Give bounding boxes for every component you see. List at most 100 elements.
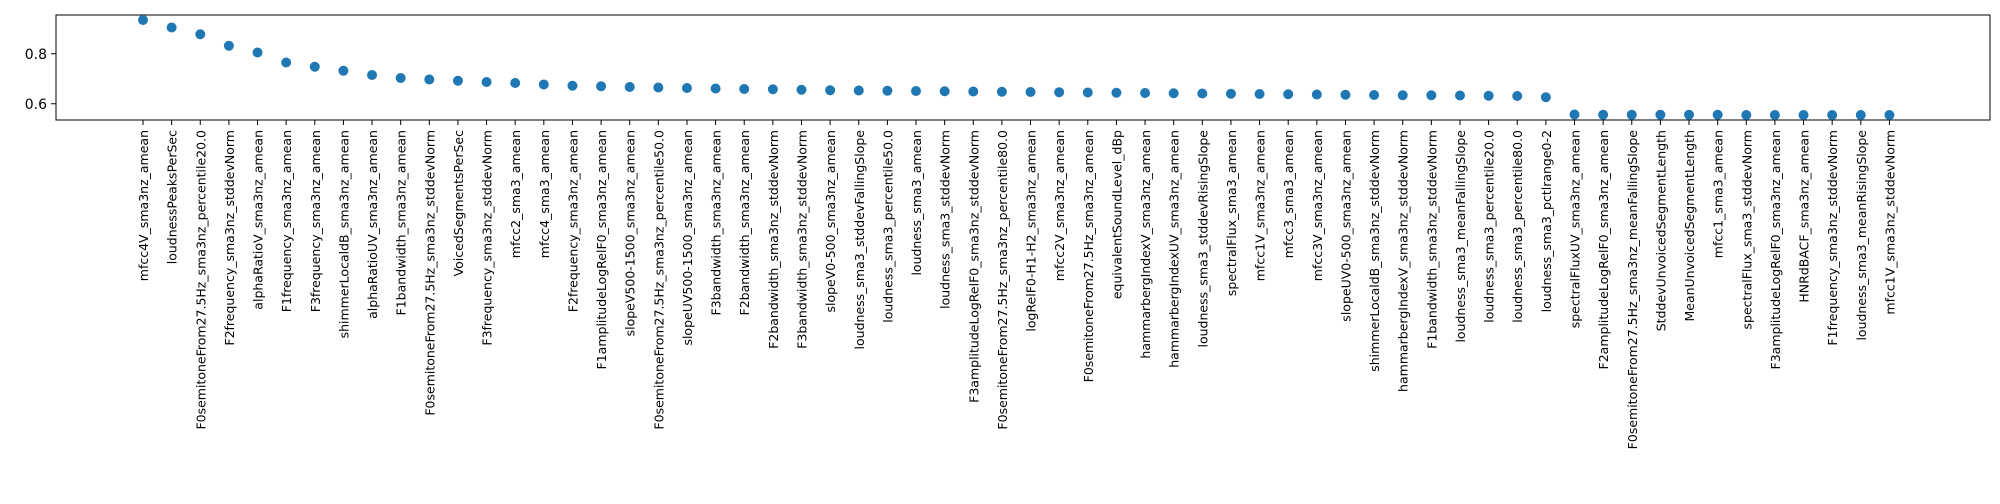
x-tick-label: mfcc3_sma3_amean <box>1281 130 1296 258</box>
data-point <box>367 70 378 80</box>
x-tick-label: alphaRatioV_sma3nz_amean <box>251 130 266 310</box>
data-point <box>1684 109 1695 120</box>
data-point <box>710 83 721 94</box>
data-point <box>1540 92 1551 103</box>
x-tick-label: mfcc3V_sma3nz_amean <box>1310 130 1325 281</box>
data-point <box>968 86 979 97</box>
data-point <box>1369 90 1380 100</box>
x-tick-label: loudnessPeaksPerSec <box>165 130 180 264</box>
x-tick-label: F1amplitudeLogRelF0_sma3nz_amean <box>594 130 609 369</box>
data-point <box>567 80 578 91</box>
x-tick-label: spectralFlux_sma3_stddevNorm <box>1739 130 1754 329</box>
x-tick-label: shimmerLocaldB_sma3nz_amean <box>336 130 351 338</box>
data-point <box>1311 89 1322 100</box>
data-point <box>681 83 692 93</box>
x-tick-label: loudness_sma3_stddevRisingSlope <box>1195 130 1210 348</box>
data-point <box>1483 90 1494 101</box>
x-tick-label: F2bandwidth_sma3nz_stddevNorm <box>766 130 781 349</box>
data-point <box>624 82 635 92</box>
data-point <box>1197 88 1208 99</box>
data-point <box>1397 90 1408 101</box>
data-point <box>281 57 292 68</box>
data-point <box>1054 87 1065 98</box>
x-tick-label: MeanUnvoicedSegmentLength <box>1682 130 1697 322</box>
data-point <box>510 78 521 88</box>
x-tick-label: F3amplitudeLogRelF0_sma3nz_amean <box>1768 130 1783 369</box>
data-point <box>1140 88 1151 98</box>
data-point <box>825 85 836 96</box>
data-point <box>1626 109 1637 120</box>
data-point <box>1827 110 1838 120</box>
data-point <box>1884 110 1895 120</box>
data-point <box>1569 109 1580 120</box>
x-tick-label: loudness_sma3_meanRisingSlope <box>1854 130 1869 341</box>
x-tick-label: mfcc2V_sma3nz_amean <box>1052 130 1067 281</box>
data-point <box>939 86 950 97</box>
x-tick-label: F3frequency_sma3nz_stddevNorm <box>480 130 495 346</box>
y-axis: 0.6 0.8 <box>25 47 56 113</box>
x-tick-label: F1frequency_sma3nz_amean <box>279 130 294 312</box>
x-tick-label: F0semitoneFrom27.5Hz_sma3nz_meanFallingS… <box>1625 130 1640 450</box>
x-tick-label: mfcc1_sma3_amean <box>1711 130 1726 258</box>
x-tick-label: F0semitoneFrom27.5Hz_sma3nz_stddevNorm <box>422 130 437 416</box>
data-point <box>538 79 549 90</box>
data-point <box>1082 87 1093 98</box>
x-tick-label: loudness_sma3_stddevFallingSlope <box>852 130 867 350</box>
x-tick-label: loudness_sma3_pctlrange0-2 <box>1539 130 1554 312</box>
x-tick-label: loudness_sma3_amean <box>909 130 924 276</box>
data-point <box>596 81 607 92</box>
x-tick-label: mfcc1V_sma3nz_amean <box>1253 130 1268 281</box>
x-tick-label: mfcc4V_sma3nz_amean <box>136 130 151 281</box>
x-tick-label: alphaRatioUV_sma3nz_amean <box>365 130 380 319</box>
x-tick-label: F3bandwidth_sma3nz_stddevNorm <box>794 130 809 349</box>
x-tick-label: slopeUV0-500_sma3nz_amean <box>1338 130 1353 322</box>
y-tick-label: 0.8 <box>25 47 47 63</box>
x-tick-label: F0semitoneFrom27.5Hz_sma3nz_percentile20… <box>193 130 208 430</box>
x-tick-label: F3amplitudeLogRelF0_sma3nz_stddevNorm <box>966 130 981 403</box>
data-point <box>1254 89 1265 99</box>
x-tick-label: spectralFlux_sma3_amean <box>1224 130 1239 296</box>
data-point <box>424 74 435 85</box>
data-point <box>309 61 320 72</box>
x-tick-label: hammarbergIndexUV_sma3nz_amean <box>1167 130 1182 368</box>
data-point <box>452 75 463 86</box>
x-tick-label: hammarbergIndexV_sma3nz_stddevNorm <box>1396 130 1411 392</box>
x-tick-label: logRelF0-H1-H2_sma3nz_amean <box>1024 130 1039 332</box>
data-point <box>1798 110 1809 120</box>
x-tick-label: F2frequency_sma3nz_stddevNorm <box>222 130 237 346</box>
y-tick-label: 0.6 <box>25 97 47 113</box>
data-point <box>796 84 807 95</box>
x-tick-label: F2frequency_sma3nz_amean <box>565 130 580 312</box>
data-point <box>996 86 1007 97</box>
x-tick-label: F0semitoneFrom27.5Hz_sma3nz_percentile50… <box>651 130 666 430</box>
x-axis: mfcc4V_sma3nz_amean loudnessPeaksPerSec F0… <box>136 120 1897 449</box>
x-tick-label: equivalentSoundLevel_dBp <box>1109 130 1124 299</box>
x-tick-label: shimmerLocaldB_sma3nz_stddevNorm <box>1367 130 1382 372</box>
data-point <box>166 22 177 33</box>
data-point <box>1340 89 1351 100</box>
x-tick-label: loudness_sma3_percentile50.0 <box>880 130 895 323</box>
data-point <box>1512 91 1523 101</box>
data-point <box>1454 90 1465 101</box>
data-point <box>138 15 148 25</box>
data-point <box>653 82 664 93</box>
x-tick-label: F2bandwidth_sma3nz_amean <box>737 130 752 315</box>
data-point <box>1426 90 1437 101</box>
x-tick-label: F0semitoneFrom27.5Hz_sma3nz_amean <box>1081 130 1096 382</box>
x-tick-label: VoicedSegmentsPerSec <box>451 130 466 277</box>
data-point <box>195 29 206 40</box>
data-point <box>1025 87 1036 97</box>
data-point <box>252 47 263 58</box>
x-tick-label: slopeV0-500_sma3nz_amean <box>823 130 838 313</box>
x-tick-label: loudness_sma3_percentile80.0 <box>1510 130 1525 323</box>
data-point <box>1741 110 1752 120</box>
data-point <box>1598 109 1609 120</box>
x-tick-label: StddevUnvoicedSegmentLength <box>1653 130 1668 331</box>
data-point <box>338 65 349 76</box>
plot-area <box>55 14 1991 121</box>
data-point <box>1283 89 1294 100</box>
data-point <box>767 84 778 95</box>
plot-frame <box>55 14 1991 121</box>
x-tick-label: slopeV500-1500_sma3nz_amean <box>623 130 638 336</box>
